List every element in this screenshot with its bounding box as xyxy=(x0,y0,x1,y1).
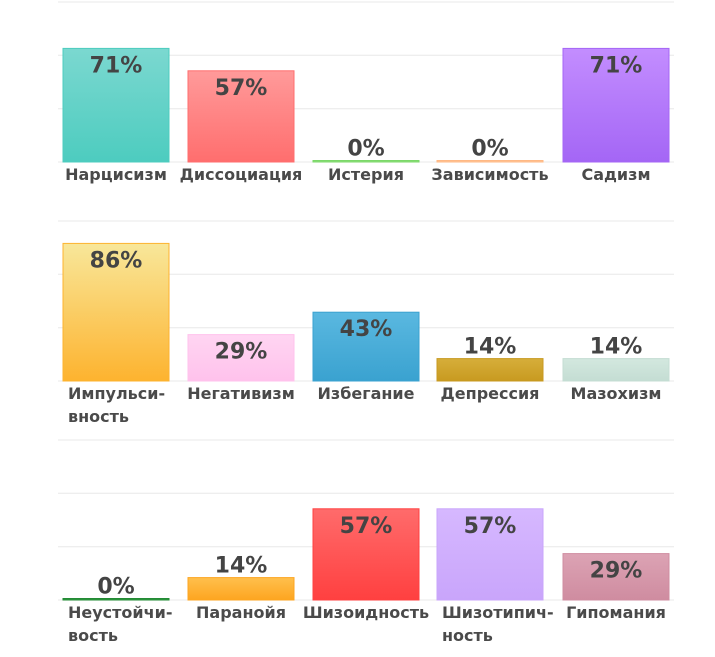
data-label: 14% xyxy=(215,554,268,579)
chart-panel-2: 86% Импульси-вность 29% Негативизм 43% Избега… xyxy=(58,220,674,426)
data-label: 57% xyxy=(215,76,268,101)
data-label: 57% xyxy=(340,514,393,539)
category-label: Нарцисизм xyxy=(65,165,167,184)
category-label: Гипомания xyxy=(566,603,666,622)
category-label: Шизотипич-ность xyxy=(442,603,554,645)
data-label: 86% xyxy=(90,248,143,273)
data-label: 29% xyxy=(215,340,268,365)
bar xyxy=(436,508,544,601)
chart-panel-1: 71% Нарцисизм 57% Диссоциация 0% Истерия 0% Зав… xyxy=(58,1,674,184)
bar xyxy=(312,311,420,382)
bar xyxy=(312,160,420,163)
data-label: 0% xyxy=(347,137,384,162)
category-label: Избегание xyxy=(318,384,415,403)
data-label: 43% xyxy=(340,317,393,342)
category-label: Мазохизм xyxy=(571,384,662,403)
bar xyxy=(562,47,670,163)
bar xyxy=(562,553,670,601)
category-label: Депрессия xyxy=(441,384,540,403)
data-label: 57% xyxy=(464,514,517,539)
data-label: 14% xyxy=(464,335,517,360)
bar xyxy=(562,358,670,382)
data-label: 0% xyxy=(471,137,508,162)
category-label: Зависимость xyxy=(431,165,548,184)
bar xyxy=(62,47,170,163)
bar xyxy=(62,242,170,382)
bar xyxy=(436,160,544,163)
category-label: Шизоидность xyxy=(303,603,429,622)
chart-panel-3: 0% Неустойчи-вость 14% Паранойя 57% Шизоиднос… xyxy=(58,439,674,645)
data-label: 71% xyxy=(90,53,143,78)
category-label: Импульси-вность xyxy=(68,384,165,426)
bar xyxy=(312,508,420,601)
category-label: Садизм xyxy=(581,165,650,184)
data-label: 71% xyxy=(590,53,643,78)
bar xyxy=(62,598,170,601)
category-label: Негативизм xyxy=(187,384,295,403)
bar xyxy=(436,358,544,382)
data-label: 14% xyxy=(590,335,643,360)
category-label: Истерия xyxy=(328,165,404,184)
category-label: Диссоциация xyxy=(180,165,303,184)
data-label: 0% xyxy=(97,575,134,600)
bar xyxy=(187,70,295,163)
bar xyxy=(187,577,295,601)
bar xyxy=(187,334,295,382)
category-label: Паранойя xyxy=(196,603,286,622)
data-label: 29% xyxy=(590,559,643,584)
category-label: Неустойчи-вость xyxy=(68,603,172,645)
